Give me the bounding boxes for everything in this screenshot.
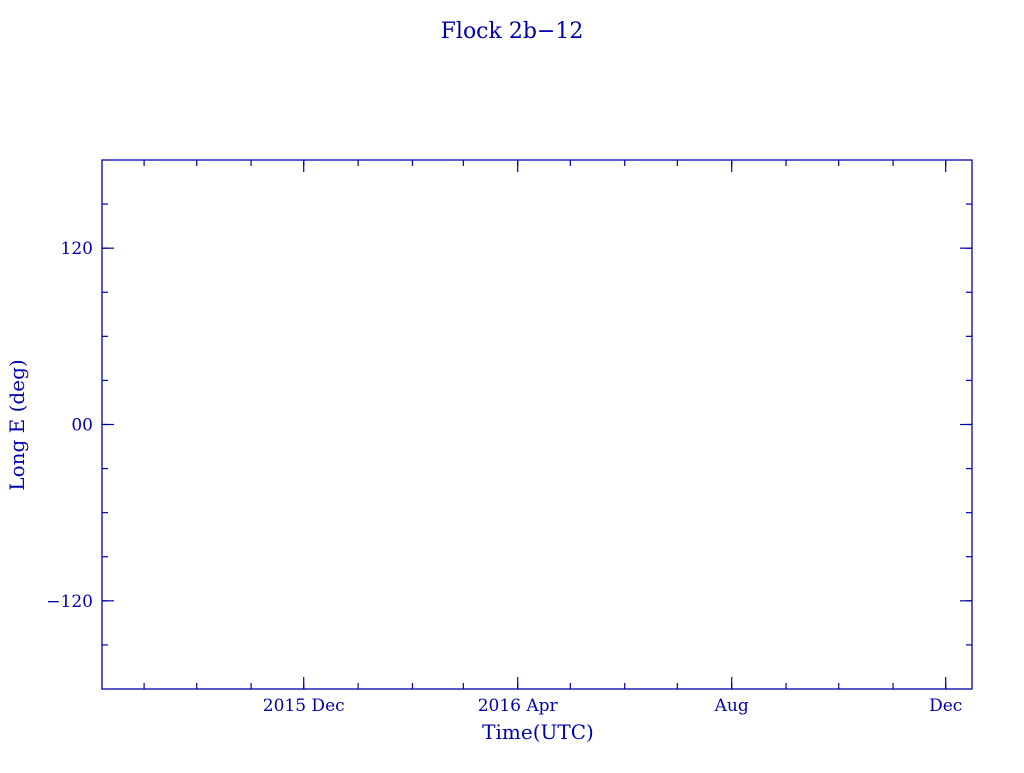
axis-ticks — [102, 160, 972, 689]
x-tick-label: Dec — [929, 696, 962, 716]
y-tick-label: −120 — [46, 592, 93, 612]
y-axis-label: Long E (deg) — [5, 359, 29, 490]
x-tick-label: 2015 Dec — [263, 696, 345, 716]
y-tick-label: 00 — [71, 416, 93, 436]
chart-title: Flock 2b−12 — [441, 19, 584, 44]
tick-labels: 2015 Dec 2016 Apr Aug Dec 120 00 −120 — [46, 239, 962, 716]
x-axis-label: Time(UTC) — [482, 720, 594, 744]
y-tick-label: 120 — [61, 239, 93, 259]
x-tick-label: Aug — [714, 696, 749, 716]
plot-frame — [101, 159, 973, 690]
x-tick-label: 2016 Apr — [478, 696, 559, 716]
